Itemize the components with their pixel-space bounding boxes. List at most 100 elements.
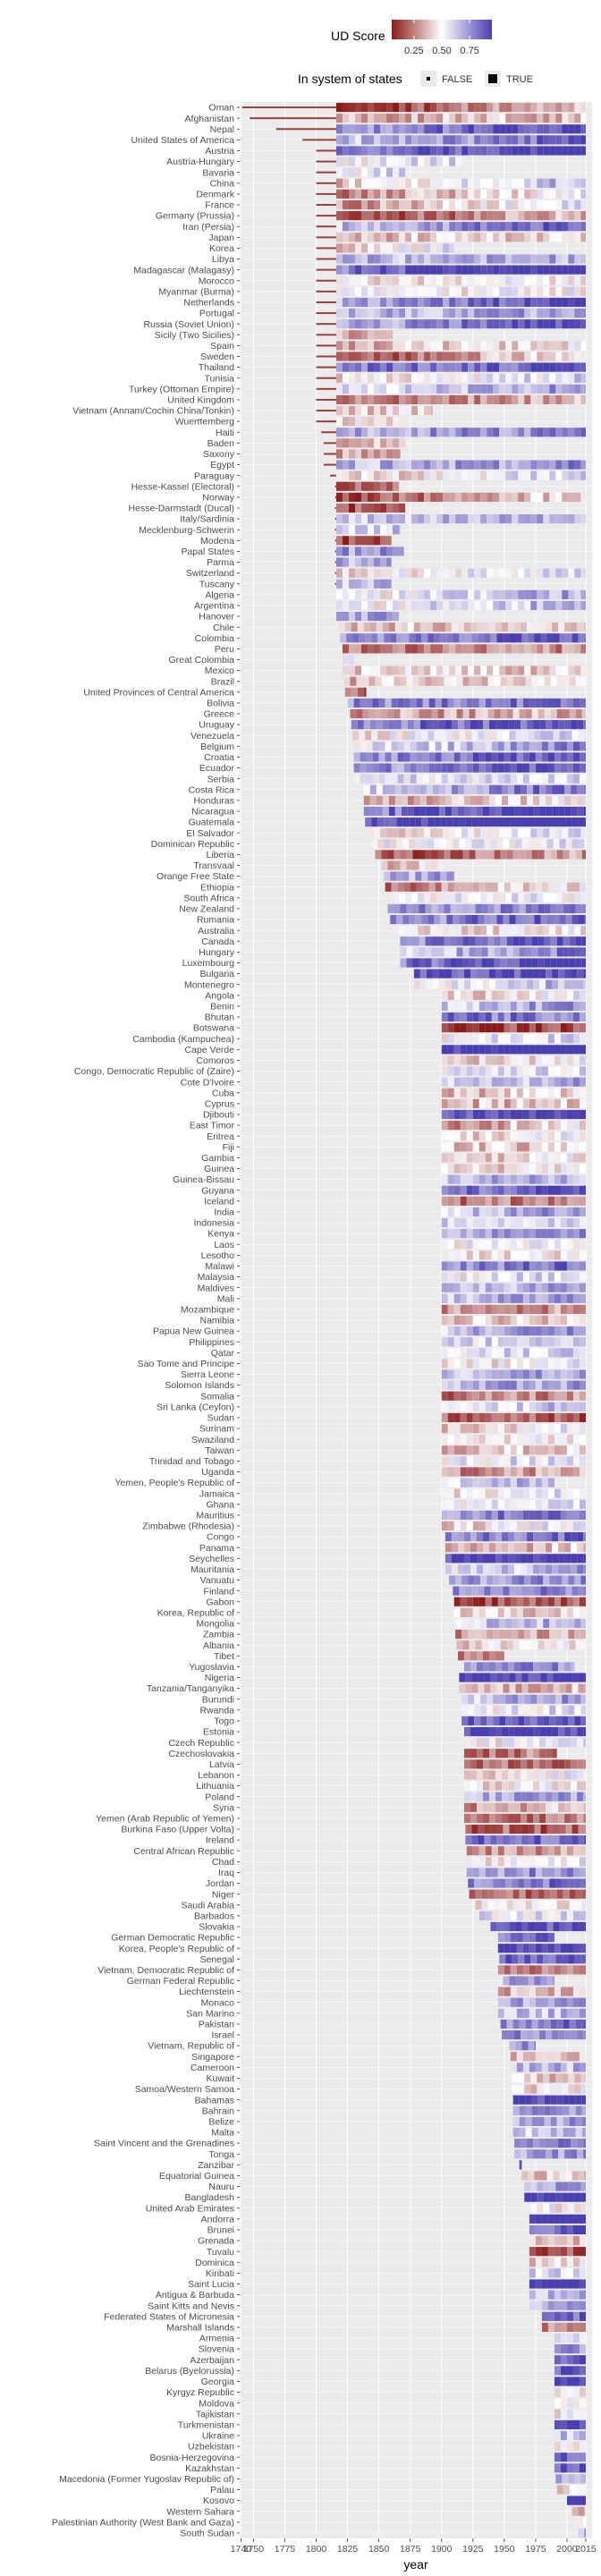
bar-segment: [335, 265, 343, 275]
bar-segment: [477, 1781, 484, 1791]
bar-segment: [384, 871, 391, 881]
bar-segment: [535, 1944, 542, 1953]
bar-segment: [354, 102, 362, 113]
bar-segment: [524, 297, 531, 308]
bar-segment: [512, 178, 519, 188]
bar-segment: [436, 254, 444, 264]
bar-segment: [361, 362, 368, 372]
bar-segment: [533, 806, 540, 817]
bar-segment: [441, 990, 448, 1000]
bar-segment: [537, 1716, 544, 1726]
bar-segment: [436, 157, 444, 166]
bar-segment: [547, 1055, 554, 1065]
bar-segment: [468, 297, 475, 308]
bar-segment: [447, 1423, 454, 1434]
bar-segment: [441, 1412, 448, 1423]
country-row: [316, 157, 464, 166]
bar-segment: [487, 926, 494, 936]
bar-segment: [543, 665, 550, 675]
bar-segment: [455, 428, 462, 437]
bar-segment: [436, 319, 444, 329]
bar-segment: [348, 428, 355, 437]
bar-segment: [562, 460, 569, 470]
bar-segment: [388, 784, 395, 794]
bar-segment: [335, 233, 343, 242]
bar-segment: [485, 1164, 492, 1174]
bar-segment: [380, 243, 387, 253]
bar-segment: [516, 1012, 523, 1022]
bar-segment: [480, 254, 487, 264]
bar-segment: [558, 623, 565, 632]
bar-segment: [512, 492, 519, 502]
bar-segment: [502, 623, 509, 632]
bar-segment: [580, 926, 586, 936]
bar-segment: [342, 362, 349, 372]
bar-segment: [572, 1965, 580, 1975]
bar-segment: [434, 633, 441, 643]
bar-segment: [447, 1077, 454, 1087]
bar-segment: [481, 850, 488, 860]
bar-segment: [533, 1781, 540, 1791]
bar-segment: [503, 1976, 510, 1986]
bar-segment: [549, 428, 556, 437]
bar-segment: [562, 189, 569, 199]
bar-segment: [471, 1586, 478, 1596]
bar-segment: [483, 1759, 490, 1769]
bar-segment: [489, 1532, 496, 1542]
bar-segment: [449, 189, 456, 199]
bar-segment: [566, 1445, 573, 1455]
bar-segment: [572, 1153, 580, 1163]
bar-segment: [418, 514, 425, 524]
country-row: [444, 1532, 586, 1542]
bar-segment: [497, 1066, 504, 1076]
bar-segment: [568, 178, 575, 188]
country-row: [350, 708, 586, 719]
bar-segment: [460, 1326, 467, 1336]
bar-segment: [447, 1142, 454, 1152]
bar-segment: [430, 394, 437, 405]
bar-segment: [535, 1229, 542, 1239]
bar-segment: [455, 514, 462, 524]
bar-segment: [528, 1835, 535, 1845]
bar-segment: [541, 774, 548, 784]
bar-segment: [393, 568, 400, 578]
bar-segment: [530, 589, 538, 599]
bar-segment: [571, 1564, 578, 1574]
bar-segment: [522, 1012, 529, 1022]
country-row: [441, 1207, 586, 1217]
country-row: [441, 1272, 586, 1282]
bar-segment: [559, 1673, 566, 1682]
bar-segment: [453, 1185, 461, 1195]
bar-segment: [543, 926, 550, 936]
bar-segment: [484, 839, 491, 849]
bar-segment: [478, 1174, 486, 1184]
bar-segment: [374, 428, 381, 437]
bar-segment: [571, 784, 578, 794]
bar-segment: [503, 1586, 510, 1596]
bar-segment: [490, 914, 497, 925]
bar-segment: [499, 1954, 506, 1964]
bar-segment: [574, 1954, 581, 1964]
bar-segment: [449, 352, 456, 361]
bar-segment: [396, 818, 403, 827]
bar-segment: [418, 157, 425, 166]
bar-segment: [575, 1889, 582, 1899]
bar-segment: [493, 275, 500, 285]
bar-segment: [541, 1607, 548, 1617]
bar-segment: [499, 1705, 506, 1715]
bar-segment: [554, 1857, 561, 1867]
bar-segment: [518, 600, 525, 611]
bar-segment: [580, 275, 586, 285]
bar-segment: [443, 644, 450, 654]
bar-segment: [418, 146, 425, 156]
bar-segment: [510, 1932, 517, 1943]
bar-segment: [443, 308, 450, 318]
bar-segment: [424, 254, 431, 264]
bar-segment: [335, 600, 343, 611]
bar-segment: [579, 1217, 586, 1228]
bar-segment: [549, 275, 556, 285]
bar-segment: [361, 146, 368, 156]
bar-segment: [468, 189, 475, 199]
bar-segment: [462, 850, 470, 860]
bar-segment: [432, 795, 439, 805]
